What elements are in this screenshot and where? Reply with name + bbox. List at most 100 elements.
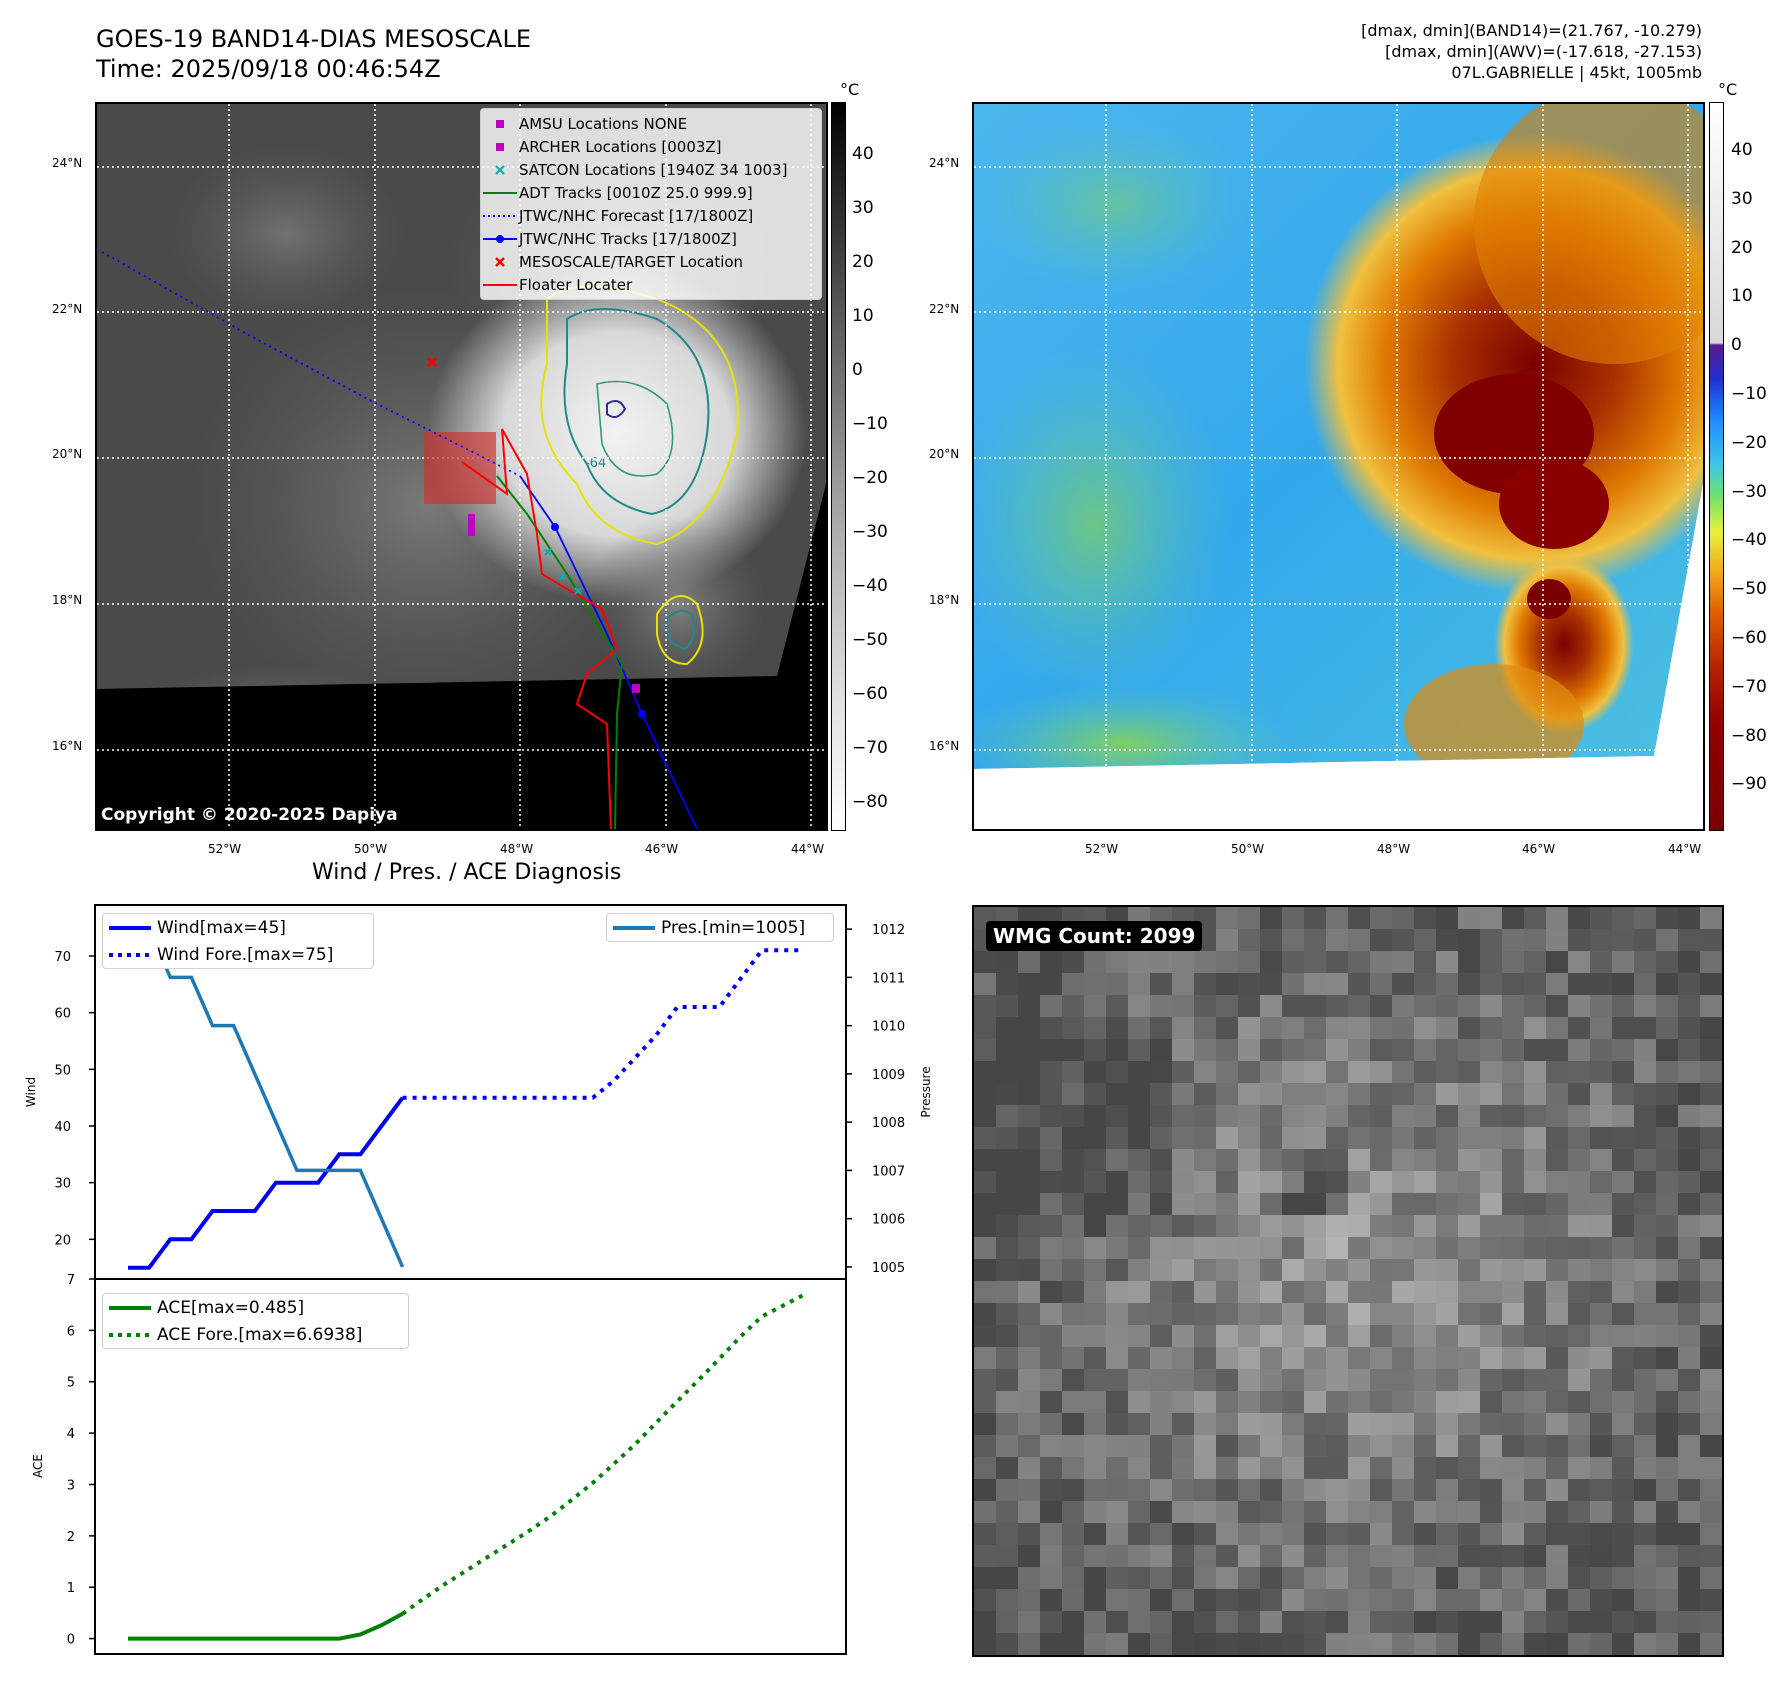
legend-item-archer: ARCHER Locations [0003Z] [481,135,821,158]
gray-colorbar-ticks: 40 30 20 10 0 −10 −20 −30 −40 −50 −60 −7… [852,144,888,812]
legend-item-satcon: SATCON Locations [1940Z 34 1003] [481,158,821,181]
pressure-ytick-label: 1008 [872,1116,905,1131]
color-map-gridlines [974,104,1703,829]
image-time: Time: 2025/09/18 00:46:54Z [96,55,441,83]
mesoscale-target-box [424,432,496,504]
ace-legend: ACE[max=0.485] ACE Fore.[max=6.6938] [102,1293,409,1349]
wind-line [128,1096,405,1270]
ace-ytick-label: 2 [67,1530,75,1545]
ace-ytick-label: 1 [67,1581,75,1596]
contour-label: -64 [585,456,606,471]
lat-label: 18°N [52,593,83,607]
ir-color-map-svg [974,104,1703,829]
legend-item-forecast: JTWC/NHC Forecast [17/1800Z] [481,204,821,227]
wind-ytick-label: 20 [54,1233,71,1248]
storm-info-text: 07L.GABRIELLE | 45kt, 1005mb [1451,63,1702,82]
red-line-icon [483,283,517,286]
wind-forecast-line [402,948,804,1100]
wmg-image-svg [974,907,1722,1655]
wind-ytick-label: 30 [54,1177,71,1192]
pressure-ytick-label: 1010 [872,1020,905,1035]
wmg-count-label: WMG Count: 2099 [986,921,1203,951]
green-dotted-line-icon [109,1332,151,1337]
track-point-2 [638,710,646,718]
pressure-legend: Pres.[min=1005] [606,913,834,942]
lat-label: 22°N [929,302,960,316]
ir-color-map [972,102,1705,831]
red-x-icon [495,256,505,267]
blue-dotted-line-icon [109,952,151,957]
ace-ytick-label: 7 [67,1273,75,1288]
green-solid-line-icon [109,1305,151,1310]
legend-item-floater: Floater Locater [481,273,821,296]
lat-label: 22°N [52,302,83,316]
ace-forecast-line [401,1292,805,1616]
gray-colorbar-unit: °C [840,80,860,99]
ace-legend-item: ACE[max=0.485] [103,1294,408,1321]
diagnosis-title: Wind / Pres. / ACE Diagnosis [312,860,622,885]
lon-label: 50°W [1231,842,1265,856]
map-legend: AMSU Locations NONE ARCHER Locations [00… [480,108,822,300]
ace-axis-label: ACE [31,1454,45,1478]
band-range-text: [dmax, dmin](BAND14)=(21.767, -10.279) [1361,21,1702,40]
wind-ytick-label: 70 [54,950,71,965]
ace-forecast-legend-item: ACE Fore.[max=6.6938] [103,1321,408,1348]
image-title: GOES-19 BAND14-DIAS MESOSCALE [96,25,532,53]
pressure-ytick-label: 1011 [872,971,905,986]
color-colorbar-ticks: 40 30 20 10 0 −10 −20 −30 −40 −50 −60 −7… [1731,140,1767,795]
magenta-square-icon [496,119,504,128]
lat-label: 18°N [929,593,960,607]
lat-label: 20°N [929,447,960,461]
wind-ytick-label: 50 [54,1063,71,1078]
cyan-x-icon [495,164,505,175]
color-colorbar-unit: °C [1718,80,1738,99]
blue-dotted-line-icon [483,214,517,217]
wmg-image: WMG Count: 2099 [972,905,1724,1657]
green-line-icon [483,191,517,194]
wind-axis-label: Wind [24,1077,38,1107]
wmg-pixel-grid [974,907,1722,1655]
pressure-legend-item: Pres.[min=1005] [607,914,833,941]
pressure-ytick-label: 1005 [872,1261,905,1276]
pressure-line [128,927,405,1268]
archer-marker [468,514,475,536]
ace-ytick-label: 5 [67,1376,75,1391]
wind-legend: Wind[max=45] Wind Fore.[max=75] [102,913,374,969]
archer-marker-2 [632,684,640,693]
observed-track [519,475,698,829]
lat-label: 16°N [52,739,83,753]
copyright-text: Copyright © 2020-2025 Dapiya [101,805,398,825]
ir-gray-map: -64 [95,102,828,831]
pressure-axis-label: Pressure [919,1066,933,1117]
ace-line [128,1611,404,1641]
pressure-ytick-label: 1006 [872,1213,905,1228]
lat-label: 24°N [929,156,960,170]
blue-dot-line-icon [483,234,517,243]
wind-ytick-label: 60 [54,1007,71,1022]
lon-label: 46°W [645,842,679,856]
lon-label: 50°W [354,842,388,856]
legend-item-amsu: AMSU Locations NONE [481,112,821,135]
lon-label: 52°W [1085,842,1119,856]
magenta-square-icon [496,142,504,151]
pressure-ytick-label: 1012 [872,923,905,938]
wind-legend-item: Wind[max=45] [103,914,373,941]
lon-label: 46°W [1522,842,1556,856]
ace-ytick-label: 3 [67,1478,75,1493]
lat-label: 24°N [52,156,83,170]
legend-item-target: MESOSCALE/TARGET Location [481,250,821,273]
pressure-ytick-label: 1009 [872,1068,905,1083]
lon-label: 44°W [1668,842,1702,856]
gray-colorbar [831,102,846,831]
adt-track [496,475,624,829]
legend-item-adt: ADT Tracks [0010Z 25.0 999.9] [481,181,821,204]
target-location-x [426,356,438,368]
ace-ytick-label: 6 [67,1324,75,1339]
lon-label: 44°W [791,842,825,856]
ace-ytick-label: 0 [67,1633,75,1648]
lon-label: 48°W [1377,842,1411,856]
track-point-1 [551,523,559,531]
awv-range-text: [dmax, dmin](AWV)=(-17.618, -27.153) [1385,42,1702,61]
lat-label: 20°N [52,447,83,461]
lon-label: 48°W [500,842,534,856]
